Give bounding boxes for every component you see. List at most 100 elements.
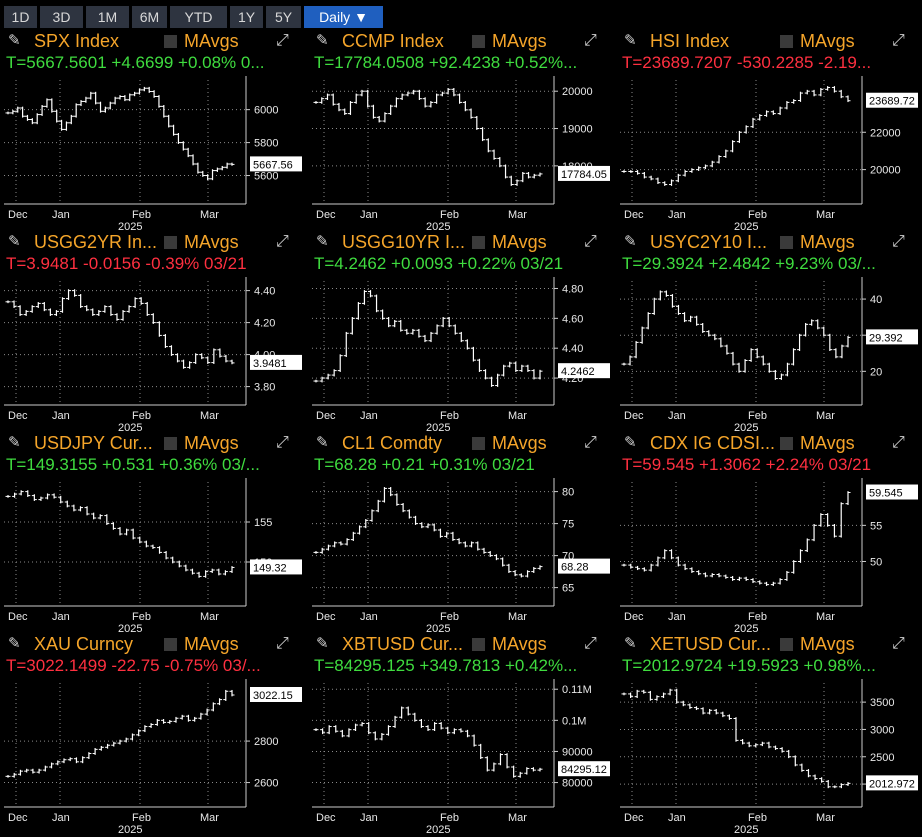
security-title[interactable]: USGG2YR In... — [34, 232, 158, 252]
security-title[interactable]: USDJPY Cur... — [34, 433, 153, 453]
pencil-icon[interactable]: ✎ — [8, 434, 21, 451]
price-chart[interactable]: 403020DecJanFebMar202529.392 — [616, 275, 922, 431]
pencil-icon[interactable]: ✎ — [624, 233, 637, 250]
expand-icon[interactable]: ⤢ — [276, 434, 289, 451]
mavgs-checkbox[interactable] — [780, 236, 793, 249]
ohlc-bar — [525, 570, 531, 578]
tab-daily[interactable]: Daily ▼ — [304, 6, 384, 28]
security-title[interactable]: XETUSD Cur... — [650, 634, 772, 654]
mavgs-label[interactable]: MAvgs — [800, 232, 855, 252]
expand-icon[interactable]: ⤢ — [584, 32, 597, 49]
pencil-icon[interactable]: ✎ — [316, 32, 329, 49]
price-chart[interactable]: 22000 20000 Dec Jan Feb Mar 2025 23689.72 — [616, 74, 922, 230]
mavgs-label[interactable]: MAvgs — [492, 232, 547, 252]
expand-icon[interactable]: ⤢ — [276, 233, 289, 250]
security-title[interactable]: CDX IG CDSI... — [650, 433, 776, 453]
mavgs-checkbox[interactable] — [780, 35, 793, 48]
ohlc-bar — [791, 348, 797, 366]
expand-icon[interactable]: ⤢ — [892, 434, 905, 451]
expand-icon[interactable]: ⤢ — [276, 32, 289, 49]
price-chart[interactable]: 200001900018000DecJanFebMar202517784.05 — [308, 74, 614, 230]
security-title[interactable]: XBTUSD Cur... — [342, 634, 464, 654]
tab-1m[interactable]: 1M — [86, 6, 130, 28]
pencil-icon[interactable]: ✎ — [624, 635, 637, 652]
mavgs-checkbox[interactable] — [472, 437, 485, 450]
mavgs-checkbox[interactable] — [780, 638, 793, 651]
mavgs-checkbox[interactable] — [164, 35, 177, 48]
pencil-icon[interactable]: ✎ — [8, 635, 21, 652]
pencil-icon[interactable]: ✎ — [316, 233, 329, 250]
security-title[interactable]: HSI Index — [650, 31, 730, 51]
chart-panel-ccmp[interactable]: ✎ CCMP Index MAvgs ⤢ T=17784.0508 +92.42… — [308, 30, 614, 230]
security-title[interactable]: USGG10YR I... — [342, 232, 466, 252]
x-tick-label: Feb — [440, 410, 459, 422]
expand-icon[interactable]: ⤢ — [584, 434, 597, 451]
chart-panel-usgg10yr[interactable]: ✎ USGG10YR I... MAvgs ⤢ T=4.2462 +0.0093… — [308, 231, 614, 431]
chart-panel-usdjpy[interactable]: ✎ USDJPY Cur... MAvgs ⤢ T=149.3155 +0.53… — [0, 432, 306, 632]
pencil-icon[interactable]: ✎ — [8, 32, 21, 49]
ohlc-bar — [411, 89, 417, 95]
tab-ytd[interactable]: YTD — [170, 6, 228, 28]
price-chart[interactable]: 2800 2600 Dec Jan Feb Mar 2025 3022.15 — [0, 677, 306, 833]
tab-6m[interactable]: 6M — [132, 6, 168, 28]
chart-panel-xau[interactable]: ✎ XAU Curncy MAvgs ⤢ T=3022.1499 -22.75 … — [0, 633, 306, 833]
ohlc-bar — [102, 106, 108, 113]
security-title[interactable]: CCMP Index — [342, 31, 444, 51]
pencil-icon[interactable]: ✎ — [316, 635, 329, 652]
tab-1y[interactable]: 1Y — [230, 6, 264, 28]
pencil-icon[interactable]: ✎ — [624, 32, 637, 49]
ohlc-bar — [497, 753, 503, 766]
ohlc-bar — [359, 722, 365, 727]
mavgs-label[interactable]: MAvgs — [492, 31, 547, 51]
mavgs-label[interactable]: MAvgs — [492, 634, 547, 654]
mavgs-checkbox[interactable] — [472, 638, 485, 651]
chart-panel-cdx[interactable]: ✎ CDX IG CDSI... MAvgs ⤢ T=59.545 +1.306… — [616, 432, 922, 632]
mavgs-label[interactable]: MAvgs — [800, 433, 855, 453]
mavgs-checkbox[interactable] — [472, 35, 485, 48]
tab-1d[interactable]: 1D — [4, 6, 38, 28]
mavgs-label[interactable]: MAvgs — [800, 31, 855, 51]
pencil-icon[interactable]: ✎ — [316, 434, 329, 451]
security-title[interactable]: SPX Index — [34, 31, 120, 51]
tab-3d[interactable]: 3D — [40, 6, 84, 28]
expand-icon[interactable]: ⤢ — [892, 635, 905, 652]
chart-panel-usyc2y10[interactable]: ✎ USYC2Y10 I... MAvgs ⤢ T=29.3924 +2.484… — [616, 231, 922, 431]
mavgs-label[interactable]: MAvgs — [492, 433, 547, 453]
expand-icon[interactable]: ⤢ — [276, 635, 289, 652]
chart-panel-xetusd[interactable]: ✎ XETUSD Cur... MAvgs ⤢ T=2012.9724 +19.… — [616, 633, 922, 833]
mavgs-label[interactable]: MAvgs — [184, 634, 239, 654]
expand-icon[interactable]: ⤢ — [892, 233, 905, 250]
mavgs-label[interactable]: MAvgs — [184, 31, 239, 51]
chart-panel-usgg2yr[interactable]: ✎ USGG2YR In... MAvgs ⤢ T=3.9481 -0.0156… — [0, 231, 306, 431]
chart-panel-hsi[interactable]: ✎ HSI Index MAvgs ⤢ T=23689.7207 -530.22… — [616, 30, 922, 230]
pencil-icon[interactable]: ✎ — [8, 233, 21, 250]
mavgs-checkbox[interactable] — [780, 437, 793, 450]
mavgs-label[interactable]: MAvgs — [184, 433, 239, 453]
mavgs-label[interactable]: MAvgs — [800, 634, 855, 654]
price-chart[interactable]: 55 50 Dec Jan Feb Mar 2025 59.545 — [616, 476, 922, 632]
mavgs-checkbox[interactable] — [472, 236, 485, 249]
pencil-icon[interactable]: ✎ — [624, 434, 637, 451]
price-chart[interactable]: 3500300025002000DecJanFebMar20252012.972 — [616, 677, 922, 833]
chart-panel-xbtusd[interactable]: ✎ XBTUSD Cur... MAvgs ⤢ T=84295.125 +349… — [308, 633, 614, 833]
price-chart[interactable]: 0.11M 0.1M 90000 80000 Dec Jan Feb Mar 2025 84295… — [308, 677, 614, 833]
security-title[interactable]: CL1 Comdty — [342, 433, 443, 453]
security-title[interactable]: USYC2Y10 I... — [650, 232, 768, 252]
expand-icon[interactable]: ⤢ — [584, 635, 597, 652]
security-title[interactable]: XAU Curncy — [34, 634, 134, 654]
price-chart[interactable]: 6000 5800 5600 Dec Jan Feb Mar 2025 5667.56 — [0, 74, 306, 230]
chart-panel-spx[interactable]: ✎ SPX Index MAvgs ⤢ T=5667.5601 +4.6699 … — [0, 30, 306, 230]
ohlc-bar — [23, 310, 29, 316]
mavgs-checkbox[interactable] — [164, 638, 177, 651]
price-chart[interactable]: 155150DecJanFebMar2025149.32 — [0, 476, 306, 632]
expand-icon[interactable]: ⤢ — [584, 233, 597, 250]
chart-panel-cl1[interactable]: ✎ CL1 Comdty MAvgs ⤢ T=68.28 +0.21 +0.31… — [308, 432, 614, 632]
mavgs-label[interactable]: MAvgs — [184, 232, 239, 252]
tab-5y[interactable]: 5Y — [266, 6, 302, 28]
mavgs-checkbox[interactable] — [164, 437, 177, 450]
expand-icon[interactable]: ⤢ — [892, 32, 905, 49]
mavgs-checkbox[interactable] — [164, 236, 177, 249]
